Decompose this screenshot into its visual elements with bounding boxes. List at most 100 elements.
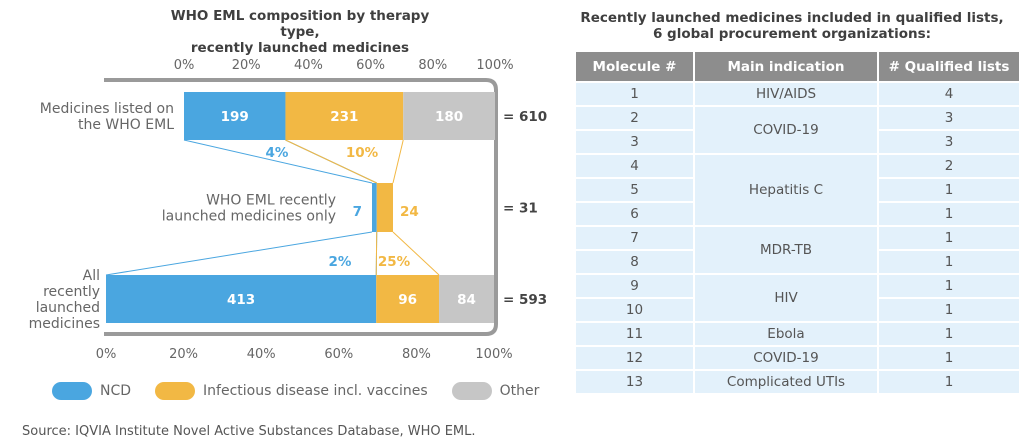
table-title: Recently launched medicines included in …	[560, 10, 1024, 42]
cell-molecule: 5	[576, 179, 693, 201]
annotation-ncd-share: 2%	[329, 254, 352, 270]
category-label: WHO EML recently	[206, 193, 336, 209]
legend-label-other: Other	[499, 383, 540, 399]
header-molecule: Molecule #	[576, 52, 693, 81]
cell-molecule: 7	[576, 227, 693, 249]
legend-label-ncd: NCD	[100, 383, 132, 399]
table-row: 9 HIV 1	[576, 275, 1019, 321]
bottom-axis-tick-label: 0%	[96, 347, 117, 362]
bottom-axis-tick-label: 60%	[324, 347, 353, 362]
table-header-row: Molecule # Main indication # Qualified l…	[576, 52, 1019, 81]
table-row: 1 HIV/AIDS 4	[576, 83, 1019, 105]
cell-qualified-lists: 1	[879, 227, 1019, 249]
table-row: 12 COVID-19 1	[576, 347, 1019, 369]
bar-segment-ncd	[106, 275, 377, 323]
bar-segment-infectious	[285, 92, 404, 140]
legend-item-other: Other	[451, 382, 540, 400]
bar-segment-other	[403, 92, 495, 140]
cell-indication: Ebola	[695, 323, 877, 345]
cell-qualified-lists: 1	[879, 299, 1019, 321]
category-label: Medicines listed on	[40, 101, 174, 117]
cell-molecule: 9	[576, 275, 693, 297]
cell-qualified-lists: 1	[879, 251, 1019, 273]
legend-label-infectious: Infectious disease incl. vaccines	[203, 383, 428, 399]
bar-value-label-ncd: 7	[353, 204, 362, 220]
chart-title-line-2: recently launched medicines	[190, 40, 410, 56]
cell-molecule: 4	[576, 155, 693, 177]
bar-value-label: 199	[221, 109, 249, 125]
top-axis-tick-label: 100%	[476, 58, 513, 73]
connector-line-infectious	[392, 231, 440, 276]
cell-indication: COVID-19	[695, 107, 877, 153]
cell-indication: MDR-TB	[695, 227, 877, 273]
table-row: 7 MDR-TB 1	[576, 227, 1019, 273]
cell-qualified-lists: 1	[879, 323, 1019, 345]
cell-molecule: 8	[576, 251, 693, 273]
bar-value-label: 84	[457, 292, 476, 308]
legend-swatch-ncd	[52, 382, 92, 400]
table-title-line-2: 6 global procurement organizations:	[652, 26, 932, 42]
cell-qualified-lists: 1	[879, 179, 1019, 201]
chart-legend: NCD Infectious disease incl. vaccines Ot…	[52, 382, 563, 400]
bar-value-label: 231	[330, 109, 358, 125]
row-total-label: = 610	[503, 109, 547, 125]
legend-swatch-other	[451, 382, 492, 400]
cell-qualified-lists: 4	[879, 83, 1019, 105]
cell-indication: HIV/AIDS	[695, 83, 877, 105]
connector-line-ncd	[183, 139, 373, 184]
source-note: Source: IQVIA Institute Novel Active Sub…	[22, 424, 476, 439]
table-row: 10 1	[576, 299, 1019, 321]
bar-value-label: 180	[435, 109, 463, 125]
connector-line-infectious	[375, 231, 378, 276]
table-row: 13 Complicated UTIs 1	[576, 371, 1019, 393]
chart-title-line-1: WHO EML composition by therapy type,	[170, 8, 430, 40]
cell-molecule: 6	[576, 203, 693, 225]
bar-segment-ncd	[184, 92, 286, 140]
chart-title: WHO EML composition by therapy type, rec…	[150, 8, 450, 56]
category-label: recently	[43, 284, 100, 300]
category-label: launched medicines only	[162, 209, 336, 225]
cell-indication: COVID-19	[695, 347, 877, 369]
cell-indication: HIV	[695, 275, 877, 321]
category-label: launched	[36, 300, 100, 316]
chart-frame	[104, 78, 498, 336]
legend-item-infectious: Infectious disease incl. vaccines	[155, 382, 428, 400]
cell-indication: Complicated UTIs	[695, 371, 877, 393]
annotation-ncd-share: 4%	[266, 145, 289, 161]
header-indication: Main indication	[695, 52, 877, 81]
bar-segment-infectious	[376, 275, 440, 323]
bottom-axis-tick-label: 40%	[247, 347, 276, 362]
stacked-bar-chart: 0% 20% 40% 60% 80% 100% 0% 20% 40% 60% 80% 100% 199 2…	[29, 58, 548, 362]
top-axis-tick-label: 0%	[174, 58, 195, 73]
bar-segment-infectious	[376, 183, 393, 232]
category-label: All	[83, 268, 100, 284]
qualified-lists-table: Molecule # Main indication # Qualified l…	[574, 50, 1021, 395]
cell-molecule: 12	[576, 347, 693, 369]
bottom-axis-tick-label: 100%	[475, 347, 512, 362]
cell-molecule: 3	[576, 131, 693, 153]
row-total-label: = 31	[503, 201, 538, 217]
table-row: 11 Ebola 1	[576, 323, 1019, 345]
top-axis-tick-label: 20%	[232, 58, 261, 73]
cell-molecule: 2	[576, 107, 693, 129]
connector-line-infectious	[392, 139, 404, 184]
top-axis-tick-label: 40%	[294, 58, 323, 73]
table-title-line-1: Recently launched medicines included in …	[580, 10, 1004, 26]
bar-value-label: 96	[398, 292, 417, 308]
bar-value-label: 413	[227, 292, 255, 308]
cell-indication: Hepatitis C	[695, 155, 877, 225]
cell-qualified-lists: 1	[879, 347, 1019, 369]
cell-qualified-lists: 3	[879, 131, 1019, 153]
legend-item-ncd: NCD	[52, 382, 131, 400]
bar-segment-ncd	[372, 183, 377, 232]
bottom-axis-tick-label: 20%	[169, 347, 198, 362]
top-axis-tick-label: 60%	[356, 58, 385, 73]
cell-molecule: 11	[576, 323, 693, 345]
connector-line-infectious	[285, 139, 377, 184]
cell-molecule: 13	[576, 371, 693, 393]
cell-qualified-lists: 3	[879, 107, 1019, 129]
